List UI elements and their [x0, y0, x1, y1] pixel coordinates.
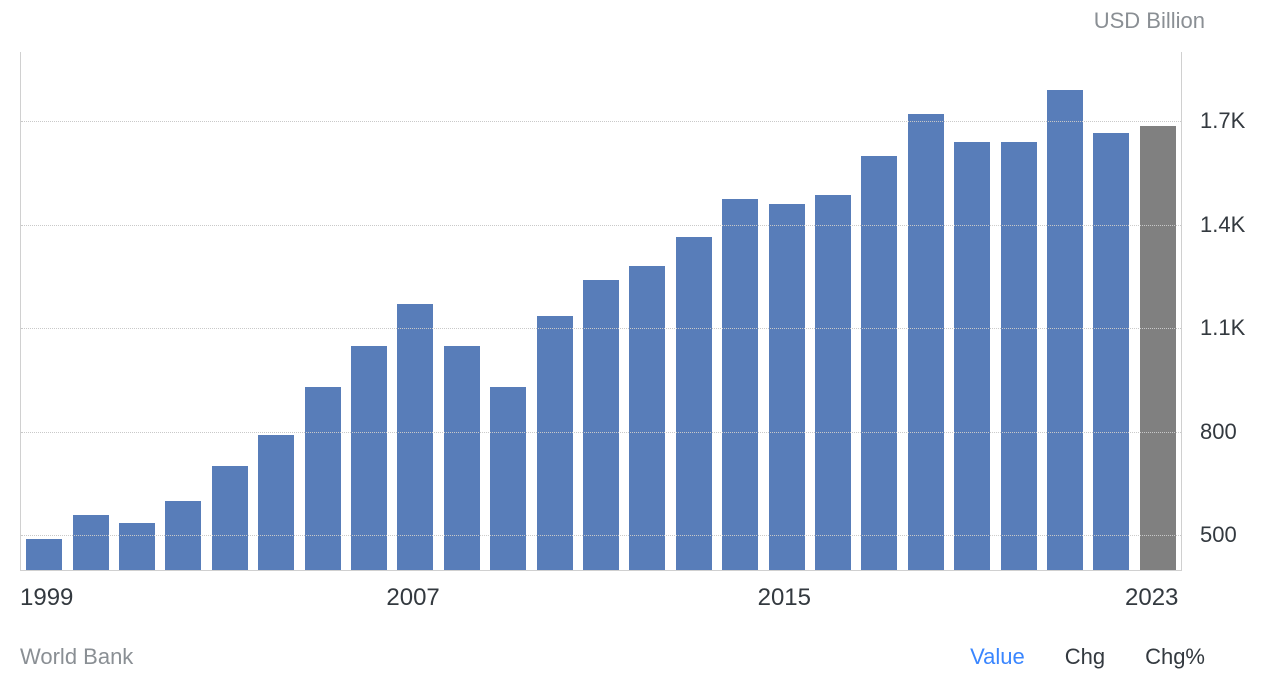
bar[interactable]	[258, 435, 294, 570]
gridline	[21, 328, 1181, 329]
bar[interactable]	[722, 199, 758, 570]
bar[interactable]	[629, 266, 665, 570]
bar[interactable]	[490, 387, 526, 570]
y-axis-tick-label: 500	[1200, 522, 1237, 548]
y-axis-tick-label: 1.7K	[1200, 108, 1245, 134]
bar[interactable]	[397, 304, 433, 570]
metric-tabs: Value Chg Chg%	[970, 644, 1205, 670]
bar[interactable]	[1140, 126, 1176, 570]
gridline	[21, 225, 1181, 226]
y-axis-tick-label: 1.1K	[1200, 315, 1245, 341]
bar[interactable]	[26, 539, 62, 570]
tab-chg[interactable]: Chg	[1065, 644, 1105, 670]
gridline	[21, 432, 1181, 433]
gridline	[21, 121, 1181, 122]
bar[interactable]	[676, 237, 712, 570]
bar[interactable]	[73, 515, 109, 570]
plot-area	[20, 52, 1182, 571]
bar[interactable]	[583, 280, 619, 570]
data-source-label: World Bank	[20, 644, 133, 670]
tab-chgpct[interactable]: Chg%	[1145, 644, 1205, 670]
bar[interactable]	[769, 204, 805, 570]
unit-label: USD Billion	[1094, 8, 1205, 34]
gridline	[21, 535, 1181, 536]
x-axis-tick-label: 1999	[20, 584, 73, 612]
y-axis-tick-label: 800	[1200, 419, 1237, 445]
gdp-bar-chart: USD Billion 500 800 1.1K 1.4K 1.7K 1999 2007 2…	[0, 0, 1280, 687]
bar[interactable]	[1093, 133, 1129, 570]
y-axis-tick-label: 1.4K	[1200, 212, 1245, 238]
bar[interactable]	[954, 142, 990, 570]
bar[interactable]	[212, 466, 248, 570]
bar[interactable]	[908, 114, 944, 570]
bar[interactable]	[1047, 90, 1083, 570]
bar[interactable]	[1001, 142, 1037, 570]
bar[interactable]	[119, 523, 155, 570]
bar[interactable]	[815, 195, 851, 570]
bar[interactable]	[305, 387, 341, 570]
x-axis-tick-label: 2007	[386, 584, 439, 612]
x-axis-tick-label: 2023	[1125, 584, 1178, 612]
bar[interactable]	[537, 316, 573, 570]
bar[interactable]	[861, 156, 897, 570]
chart-footer: World Bank Value Chg Chg%	[20, 644, 1205, 670]
tab-value[interactable]: Value	[970, 644, 1025, 670]
bars-group	[21, 52, 1181, 570]
x-axis-tick-label: 2015	[758, 584, 811, 612]
